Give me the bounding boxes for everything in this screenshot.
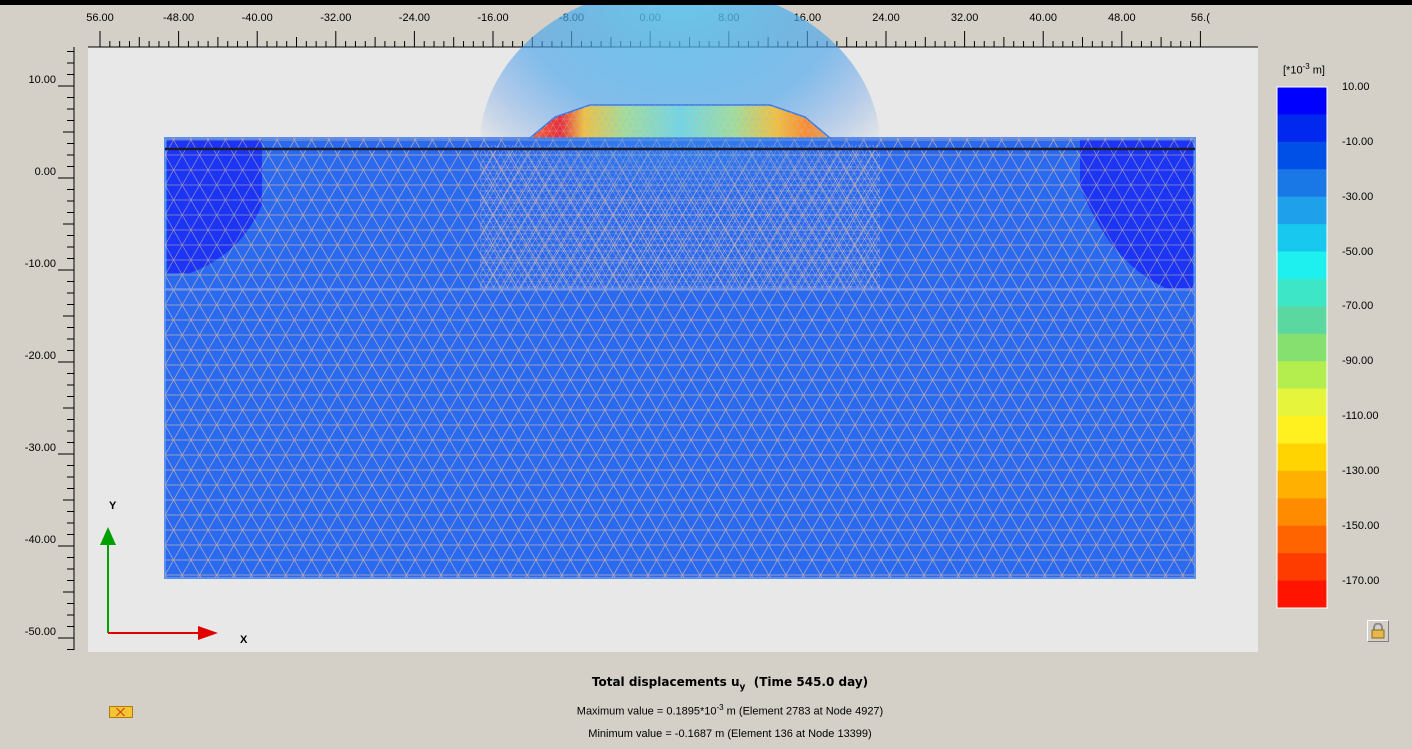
legend-swatch: [1277, 278, 1327, 307]
ruler-top-label: -48.00: [163, 12, 194, 24]
legend-color-bar: [1276, 86, 1328, 609]
ruler-left-label: -20.00: [25, 350, 56, 362]
ruler-left-label: 0.00: [35, 166, 56, 178]
legend-tick-label: -130.00: [1342, 464, 1380, 477]
ruler-top-label: 56.(: [1191, 12, 1210, 24]
legend-swatch: [1277, 580, 1327, 609]
min-value-line: Minimum value = -0.1687 m (Element 136 a…: [588, 728, 872, 741]
plot-title: Total displacements uy (Time 545.0 day): [591, 675, 869, 693]
legend-swatch: [1277, 306, 1327, 335]
ruler-top-label: -32.00: [320, 12, 351, 24]
lock-icon: [1371, 623, 1385, 639]
max-value-line: Maximum value = 0.1895*10-3 m (Element 2…: [576, 703, 884, 719]
ruler-top-label: -24.00: [399, 12, 430, 24]
legend-swatch: [1277, 388, 1327, 417]
lock-button[interactable]: [1367, 620, 1389, 642]
y-arrow-head: [100, 527, 116, 545]
x-arrow-head: [198, 626, 218, 640]
ruler-left-label: -10.00: [25, 258, 56, 270]
legend-tick-label: -110.00: [1342, 410, 1379, 423]
ruler-top-label: 40.00: [1029, 12, 1057, 24]
legend-swatch: [1277, 224, 1327, 253]
ruler-top-label: 32.00: [951, 12, 979, 24]
plot-canvas[interactable]: 56.00-48.00-40.00-32.00-24.00-16.00-8.00…: [0, 5, 1412, 749]
legend-tick-label: -30.00: [1342, 190, 1374, 203]
ruler-top-label: 48.00: [1108, 12, 1136, 24]
legend-swatch: [1277, 416, 1327, 444]
caption: Total displacements uy (Time 545.0 day) …: [300, 672, 1160, 745]
top-border: [0, 0, 1412, 5]
legend-tick-label: -70.00: [1342, 300, 1374, 313]
ruler-top-label: -16.00: [477, 12, 508, 24]
legend-tick-label: -150.00: [1342, 519, 1380, 532]
legend-swatch: [1277, 169, 1327, 198]
ruler-left-label: 10.00: [28, 74, 56, 86]
legend-swatch: [1277, 553, 1327, 582]
legend-swatch: [1277, 196, 1327, 225]
legend-swatch: [1277, 141, 1327, 170]
legend-tick-label: -10.00: [1342, 135, 1374, 148]
ruler-top-label: 24.00: [872, 12, 900, 24]
ruler-left: 10.00 0.00 -10.00 -20.00 -30.00 -40.00 -50.00: [25, 47, 75, 650]
legend-swatch: [1277, 525, 1327, 554]
ruler-left-label: -30.00: [25, 442, 56, 454]
ruler-left-label: -40.00: [25, 534, 56, 546]
legend-swatch: [1277, 470, 1327, 499]
legend-tick-label: -90.00: [1342, 355, 1374, 368]
legend-unit: [*10-3 m]: [1283, 62, 1325, 77]
legend-swatch: [1277, 443, 1327, 472]
displacement-bulb: [480, 5, 880, 305]
legend-tick-label: -50.00: [1342, 245, 1374, 258]
x-axis-label: X: [240, 634, 248, 646]
legend-tick-label: 10.00: [1342, 81, 1370, 93]
ruler-top: 56.00-48.00-40.00-32.00-24.00-16.00-8.00…: [86, 12, 1258, 48]
layer-boundary: [165, 288, 1195, 290]
ruler-top-label: 56.00: [86, 12, 114, 24]
legend-swatch: [1277, 333, 1327, 362]
legend-swatch: [1277, 87, 1327, 115]
legend-tick-label: -170.00: [1342, 574, 1380, 587]
legend-swatch: [1277, 251, 1327, 280]
legend-swatch: [1277, 361, 1327, 390]
embankment-mesh: [530, 105, 830, 138]
status-icon[interactable]: [109, 706, 133, 718]
legend-swatch: [1277, 498, 1327, 527]
y-axis-label: Y: [109, 500, 117, 512]
legend-swatch: [1277, 114, 1327, 143]
output-viewport[interactable]: 56.00-48.00-40.00-32.00-24.00-16.00-8.00…: [0, 5, 1412, 749]
ruler-left-label: -50.00: [25, 626, 56, 638]
ruler-top-label: -40.00: [242, 12, 273, 24]
